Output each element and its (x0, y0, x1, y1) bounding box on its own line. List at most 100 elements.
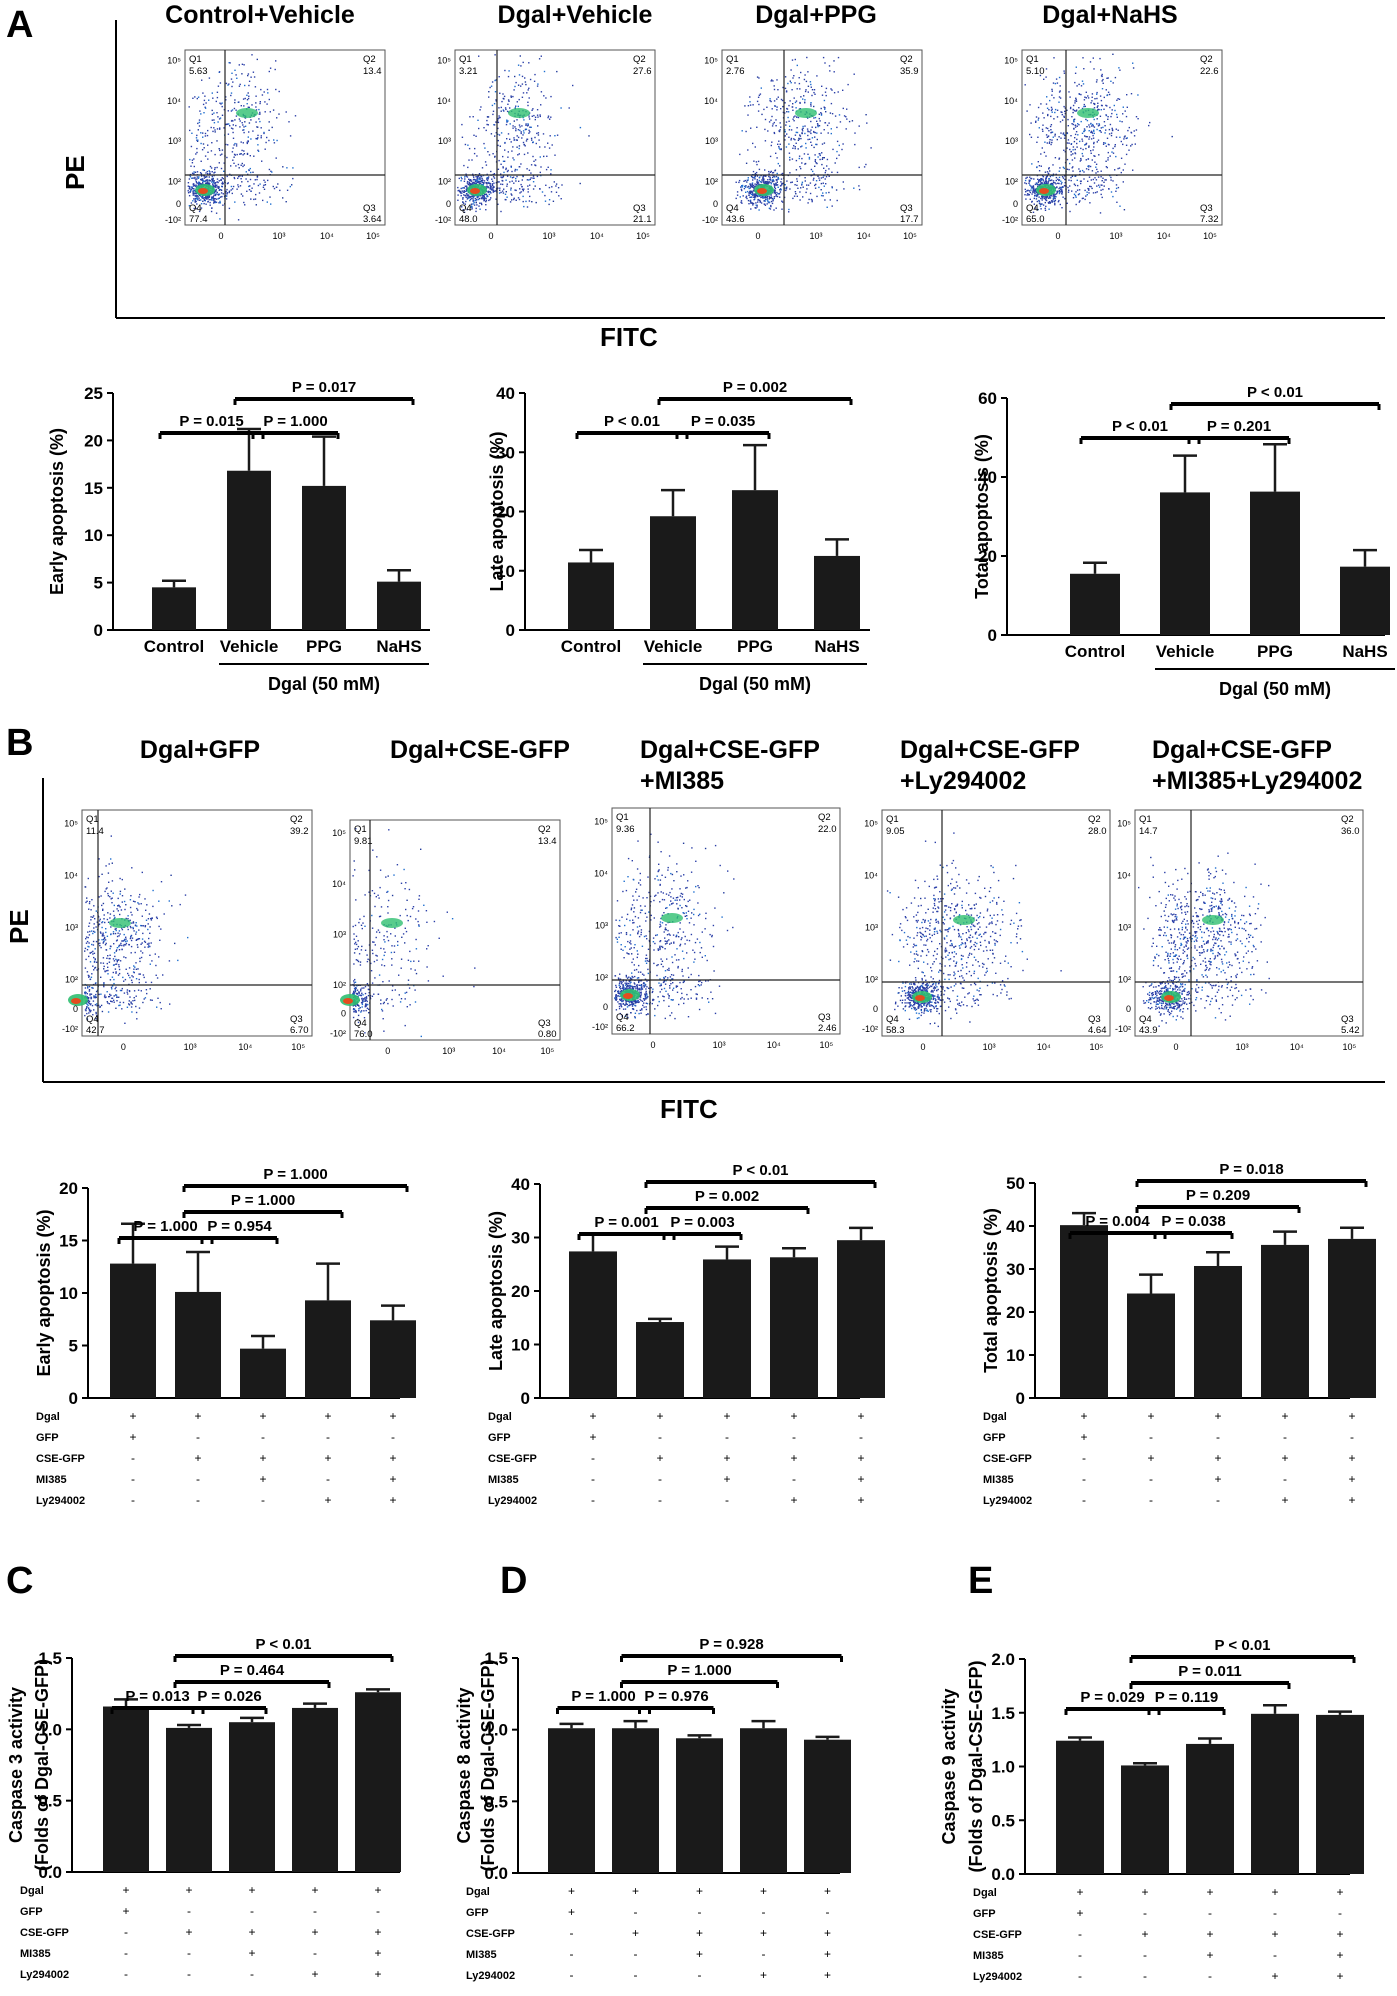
x-tick-label: Vehicle (644, 637, 703, 656)
flow-a-1-ytick: 10³ (168, 136, 181, 146)
chart-b2: 0 10 20 30 40 Late apoptosis (%) P = 0.001 P = … (486, 1162, 885, 1507)
treatment-sign: + (389, 1472, 396, 1486)
flow-a-2-xtick: 0 (488, 231, 493, 241)
bar (152, 587, 196, 630)
flow-b-3-density-upper (661, 913, 683, 923)
y-axis-label: Caspase 8 activity (454, 1687, 474, 1843)
treatment-sign: - (124, 1925, 128, 1939)
bar (703, 1259, 751, 1398)
treatment-row-label: Dgal (36, 1411, 60, 1423)
flow-a-2-q4-value: 48.0 (459, 214, 478, 225)
treatment-row-label: Ly294002 (983, 1495, 1032, 1507)
treatment-sign: - (313, 1904, 317, 1918)
treatment-sign: + (760, 1926, 767, 1940)
flow-a-3-ytick: 10² (705, 176, 718, 186)
treatment-sign: + (1336, 1885, 1343, 1899)
p-value-label: P = 0.026 (197, 1688, 261, 1705)
flow-a-4-ytick: 10³ (1005, 136, 1018, 146)
treatment-sign: + (656, 1451, 663, 1465)
flow-b-4-ytick: -10² (862, 1024, 878, 1034)
flow-b-1-q2-label: Q2 (290, 814, 303, 825)
treatment-row-label: MI385 (466, 1949, 497, 1961)
bar (1056, 1740, 1104, 1874)
y-tick-label: 40 (511, 1175, 530, 1194)
x-tick-label: NaHS (1342, 642, 1387, 661)
treatment-sign: - (1283, 1472, 1287, 1486)
flow-b-4-q2-value: 28.0 (1088, 826, 1107, 837)
treatment-sign: + (857, 1451, 864, 1465)
treatment-sign: + (857, 1472, 864, 1486)
flow-b-2-xtick: 10⁴ (492, 1046, 506, 1056)
treatment-row-label: MI385 (488, 1474, 519, 1486)
flow-a-3-q3-value: 17.7 (900, 214, 919, 225)
y-tick-label: 40 (496, 384, 515, 403)
treatment-row-label: CSE-GFP (983, 1453, 1032, 1465)
y-tick-label: 20 (84, 431, 103, 450)
treatment-sign: - (725, 1493, 729, 1507)
flow-b-3-q4-label: Q4 (616, 1012, 629, 1023)
flow-a-4-q4-label: Q4 (1026, 203, 1039, 214)
treatment-sign: + (1206, 1927, 1213, 1941)
flow-b-1-q3-label: Q3 (290, 1014, 303, 1025)
y-axis-label: Late apoptosis (%) (486, 1211, 506, 1371)
treatment-sign: + (1281, 1409, 1288, 1423)
p-value-label: P = 0.003 (670, 1214, 734, 1231)
treatment-sign: - (725, 1430, 729, 1444)
flow-header-b-1: Dgal+GFP (139, 736, 261, 764)
treatment-sign: - (634, 1968, 638, 1982)
flow-b-2-xtick: 10³ (442, 1046, 455, 1056)
flow-b-1-ytick: 10⁴ (64, 871, 78, 881)
flow-a-1-ytick: 10⁴ (167, 96, 181, 106)
treatment-sign: + (1214, 1451, 1221, 1465)
treatment-sign: - (762, 1947, 766, 1961)
flow-a-4-ytick: 10² (1005, 176, 1018, 186)
panel-label-c: C (6, 1560, 34, 1602)
flow-b-4-xtick: 10⁵ (1089, 1042, 1103, 1052)
treatment-row-label: CSE-GFP (488, 1453, 537, 1465)
treatment-sign: + (374, 1883, 381, 1897)
y-tick-label: 0 (1016, 1389, 1025, 1408)
bar (1340, 566, 1390, 635)
treatment-row-label: Ly294002 (36, 1495, 85, 1507)
flow-a-3-xtick: 0 (755, 231, 760, 241)
flow-a-4-density-upper (1077, 108, 1099, 118)
y-tick-label: 0.0 (38, 1863, 62, 1882)
bar (804, 1739, 851, 1873)
treatment-sign: - (313, 1946, 317, 1960)
treatment-sign: + (324, 1409, 331, 1423)
treatment-sign: + (259, 1472, 266, 1486)
treatment-sign: - (326, 1472, 330, 1486)
flow-b-5-xtick: 0 (1174, 1042, 1179, 1052)
treatment-sign: - (591, 1451, 595, 1465)
flow-b-4-ytick: 10⁴ (864, 871, 878, 881)
treatment-sign: + (1080, 1430, 1087, 1444)
treatment-sign: + (248, 1925, 255, 1939)
treatment-sign: + (1281, 1451, 1288, 1465)
flow-header-b-3: Dgal+CSE-GFP +MI385 (640, 736, 820, 795)
treatment-sign: + (259, 1451, 266, 1465)
treatment-sign: - (658, 1472, 662, 1486)
flow-b-2-ytick: 0 (341, 1009, 346, 1019)
p-value-label: P < 0.01 (1247, 384, 1303, 401)
flow-b-3-frame (611, 807, 841, 1035)
bar (1121, 1765, 1169, 1874)
flow-a-2-q1-label: Q1 (459, 54, 472, 65)
flow-b-2-ytick: -10² (330, 1028, 346, 1038)
p-value-label: P = 0.015 (179, 413, 243, 430)
p-value-label: P = 0.209 (1186, 1187, 1250, 1204)
p-value-label: P = 0.029 (1080, 1689, 1144, 1706)
p-value-label: P = 0.201 (1207, 418, 1271, 435)
treatment-sign: - (658, 1493, 662, 1507)
flow-a-2-q3-label: Q3 (633, 203, 646, 214)
flow-a-3-xtick: 10⁵ (903, 231, 917, 241)
treatment-sign: + (122, 1883, 129, 1897)
flow-b-2-frame (349, 819, 561, 1041)
flow-b-2-xtick: 10⁵ (541, 1046, 555, 1056)
treatment-sign: + (185, 1925, 192, 1939)
p-value-label: P = 0.017 (292, 379, 356, 396)
treatment-sign: + (374, 1946, 381, 1960)
flow-a-1-q2-value: 13.4 (363, 66, 382, 77)
y-tick-label: 0 (69, 1389, 78, 1408)
